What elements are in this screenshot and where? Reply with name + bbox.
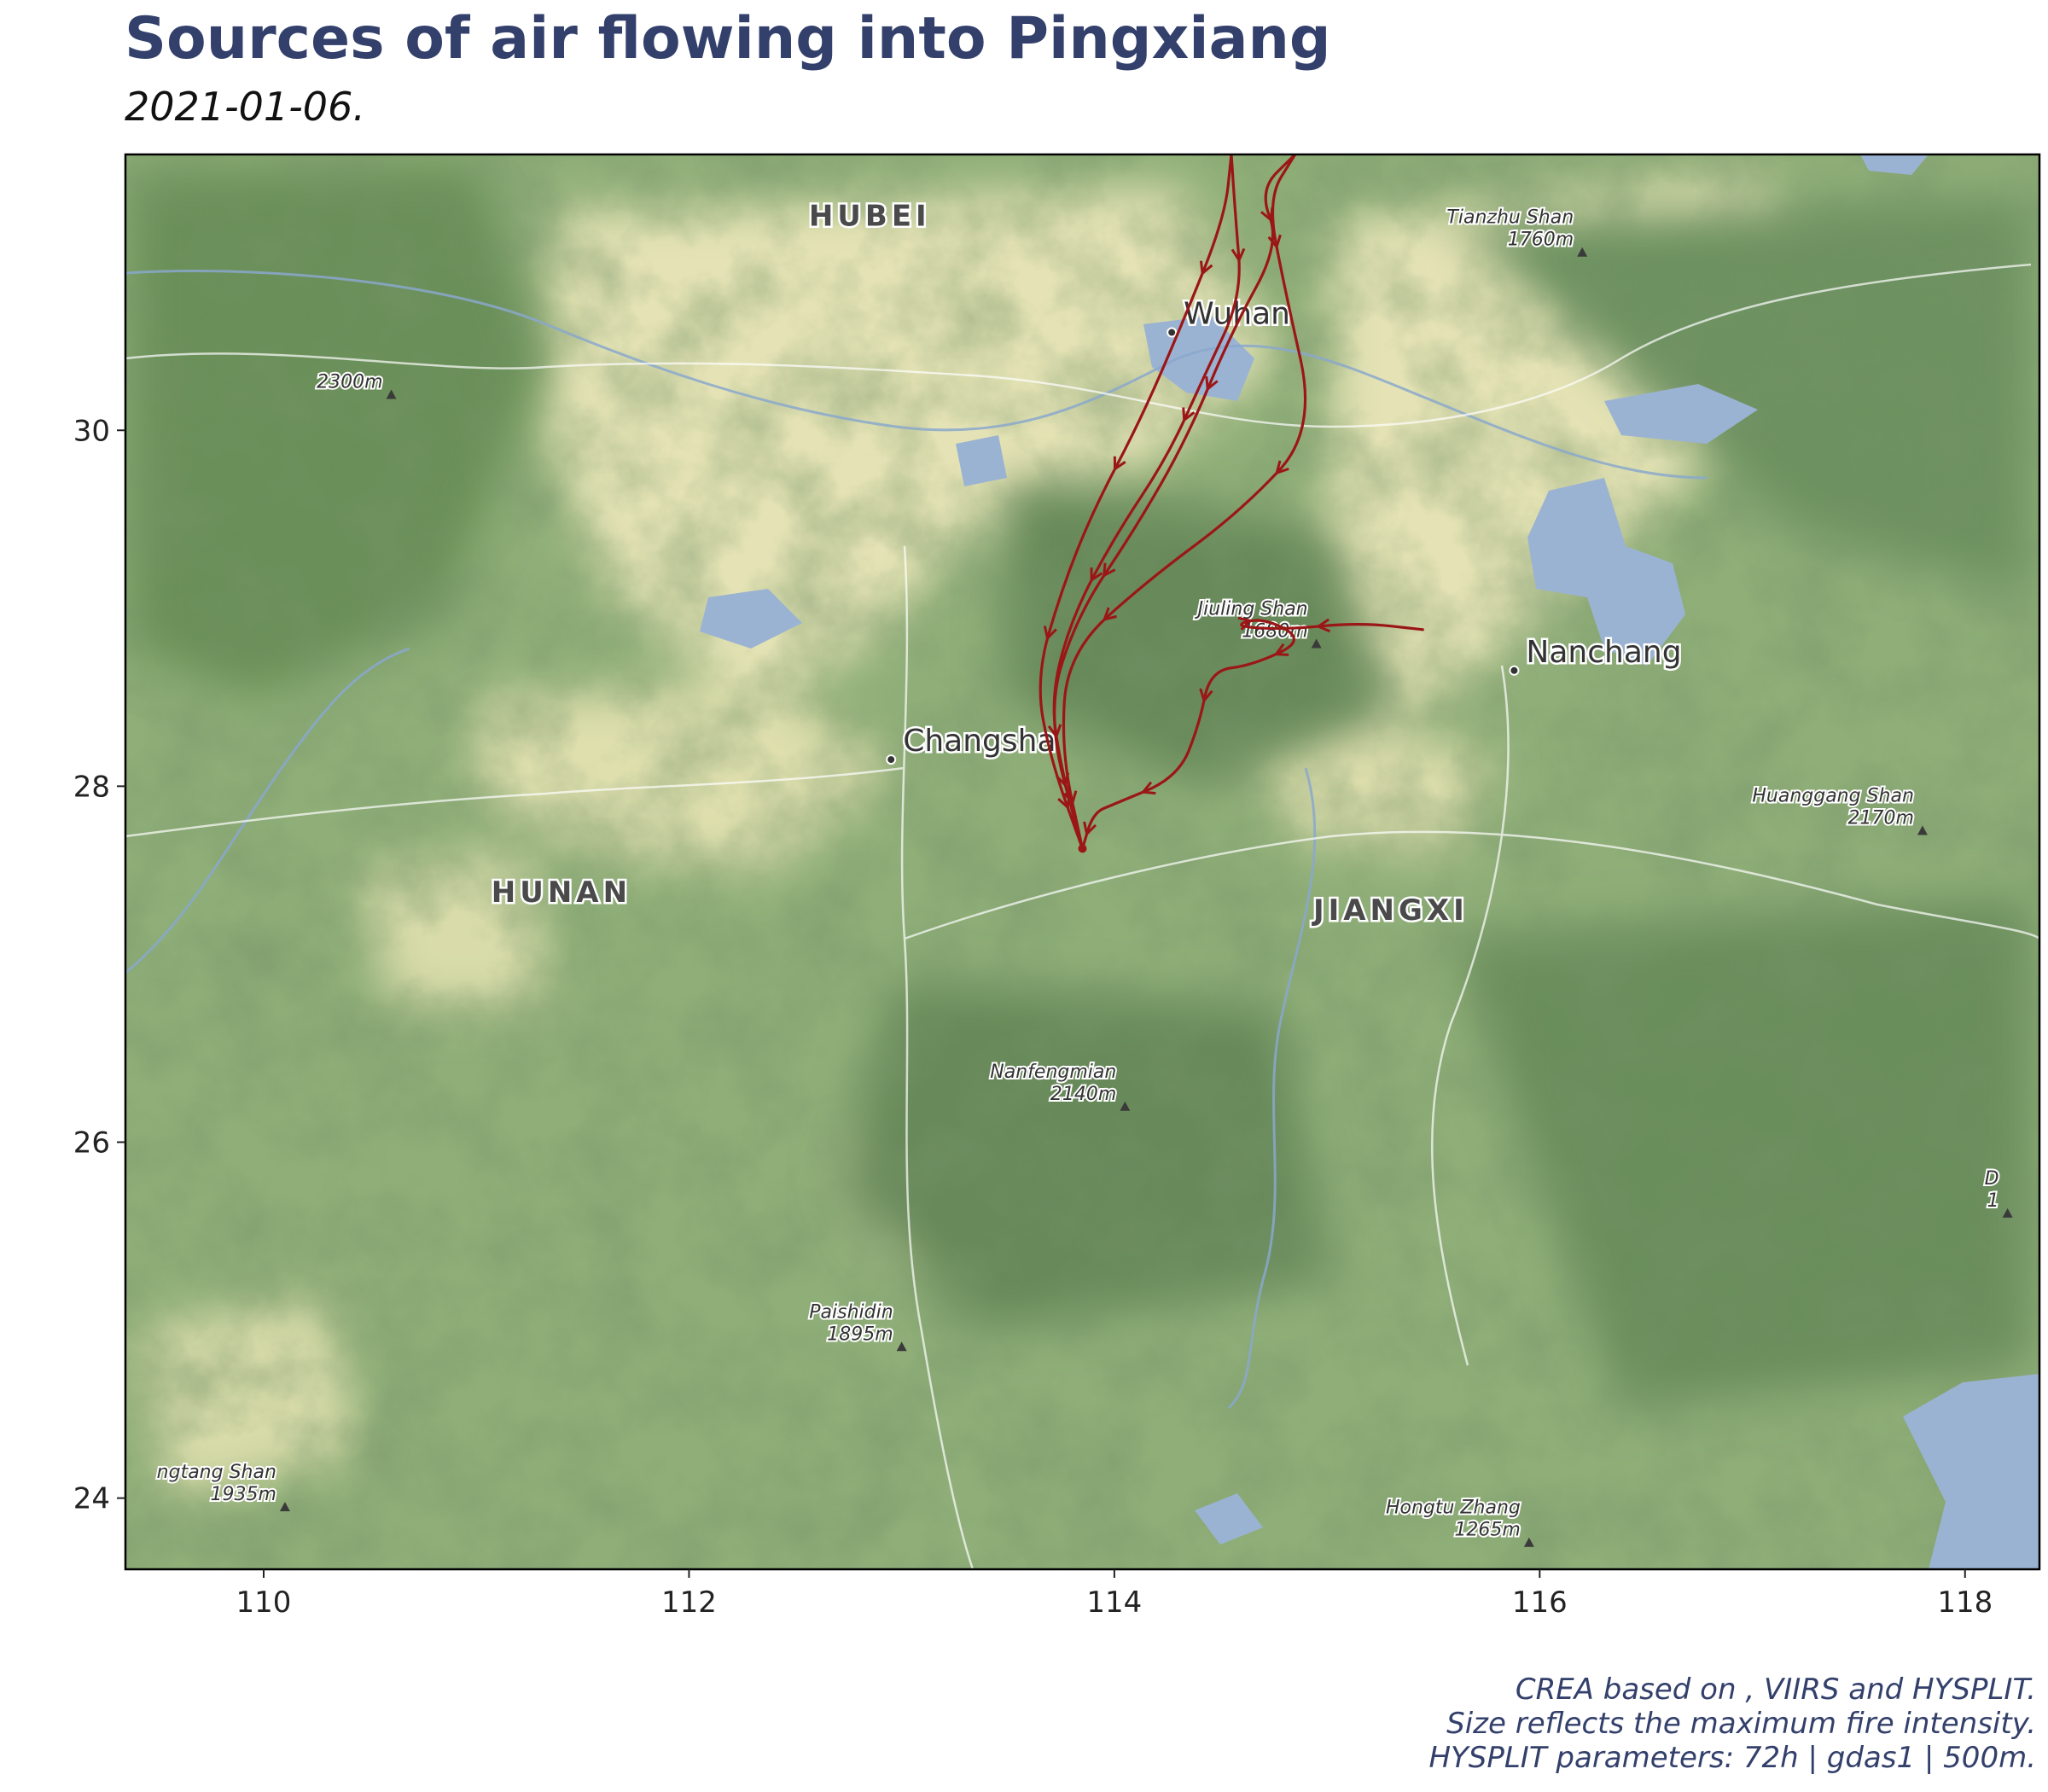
peak-name-label: Huanggang Shan — [1752, 786, 1914, 807]
y-tick-label: 30 — [73, 414, 110, 448]
trajectory-arrow-icon — [1231, 247, 1246, 264]
trajectory-arrow-icon — [1056, 772, 1070, 788]
peak-triangle-icon — [2002, 1207, 2013, 1218]
peak-name-label: Hongtu Zhang — [1386, 1498, 1521, 1519]
peak-elevation-label: 1265m — [1454, 1520, 1520, 1541]
peak-name-label: ngtang Shan — [157, 1462, 276, 1483]
trajectory-line — [1053, 154, 1297, 850]
city-dot-icon — [1167, 327, 1178, 338]
peak-elevation-label: 2300m — [317, 372, 382, 393]
trajectory-arrow-icon — [1315, 618, 1331, 633]
y-tick-label: 28 — [73, 770, 110, 804]
chart-title: Sources of air flowing into Pingxiang — [125, 5, 1331, 73]
trajectory-line — [1080, 619, 1424, 850]
trajectory-arrow-icon — [1199, 688, 1213, 704]
trajectory-line — [1062, 154, 1307, 850]
peak-name-label: Nanfengmian — [990, 1062, 1116, 1083]
trajectory-layer — [1039, 154, 1424, 853]
peak-name-label: Tianzhu Shan — [1446, 207, 1574, 229]
caption-parameters: HYSPLIT parameters: 72h | gdas1 | 500m. — [1428, 1741, 2036, 1775]
chart-subtitle: 2021-01-06. — [125, 84, 365, 130]
x-tick-label: 116 — [1512, 1585, 1568, 1620]
trajectory-line — [1039, 154, 1233, 850]
y-tick-label: 24 — [73, 1482, 110, 1516]
y-axis: 24 26 28 30 — [73, 414, 125, 1516]
peak-elevation-label: 1895m — [827, 1324, 893, 1345]
region-labels: HUBEI HUNAN JIANGXI — [489, 197, 1469, 929]
trajectory-arrow-icon — [1182, 407, 1196, 423]
peak-elevation-label: 1935m — [210, 1484, 276, 1505]
peak-name-label: Jiuling Shan — [1195, 599, 1308, 620]
x-tick-label: 118 — [1937, 1585, 1993, 1620]
trajectory-arrow-icon — [1275, 460, 1289, 475]
region-label: HUNAN — [492, 876, 631, 910]
trajectory-arrow-icon — [1260, 207, 1274, 223]
caption: CREA based on , VIIRS and HYSPLIT. Size … — [1428, 1673, 2036, 1775]
peak-elevation-label: 1760m — [1508, 230, 1574, 251]
trajectory-arrow-icon — [1102, 607, 1117, 622]
y-tick-label: 26 — [73, 1126, 110, 1160]
city-dot-icon — [886, 754, 897, 765]
region-label: HUBEI — [809, 199, 931, 233]
trajectory-arrow-icon — [1273, 643, 1289, 656]
peak-triangle-icon — [386, 389, 397, 399]
trajectory-arrow-icon — [1140, 781, 1156, 795]
city-label: Nanchang — [1526, 635, 1681, 670]
x-tick-label: 114 — [1086, 1585, 1142, 1620]
peak-triangle-icon — [1311, 638, 1322, 649]
trajectory-arrow-icon — [1199, 260, 1213, 276]
region-label: JIANGXI — [1312, 893, 1469, 928]
x-axis: 110 112 114 116 118 — [236, 1569, 1993, 1620]
peak-triangle-icon — [1523, 1537, 1534, 1547]
peak-triangle-icon — [279, 1502, 290, 1512]
relief-shading — [125, 154, 2039, 1569]
x-tick-label: 112 — [661, 1585, 717, 1620]
peak-triangle-icon — [1917, 825, 1928, 835]
peak-elevation-label: 2140m — [1050, 1084, 1116, 1105]
plot-frame — [124, 153, 2041, 1571]
peak-name-label: D — [1985, 1168, 1999, 1190]
trajectory-arrow-icon — [1113, 456, 1126, 472]
trajectory-arrow-icon — [1237, 616, 1254, 631]
x-tick-label: 110 — [236, 1585, 292, 1620]
peak-name-label: Paishidin — [809, 1301, 893, 1323]
city-dot-icon — [1509, 665, 1520, 676]
city-label: Changsha — [903, 724, 1056, 759]
peak-triangle-icon — [1120, 1101, 1131, 1111]
trajectory-arrow-icon — [1205, 375, 1219, 392]
trajectory-arrow-icon — [1043, 625, 1057, 641]
peak-triangle-icon — [1577, 247, 1588, 257]
peak-elevation-label: 1 — [1987, 1190, 1999, 1212]
caption-note: Size reflects the maximum fire intensity… — [1446, 1707, 2036, 1741]
admin-boundaries — [125, 263, 2039, 1569]
caption-source: CREA based on , VIIRS and HYSPLIT. — [1515, 1673, 2036, 1707]
peak-elevation-label: 2170m — [1848, 808, 1914, 829]
trajectory-arrow-icon — [1102, 562, 1116, 579]
peak-triangle-icon — [896, 1341, 907, 1352]
trajectory-arrow-icon — [1083, 821, 1097, 837]
trajectory-arrow-icon — [1090, 567, 1103, 583]
receptor-marker — [1078, 844, 1087, 853]
rivers — [125, 270, 1708, 1410]
